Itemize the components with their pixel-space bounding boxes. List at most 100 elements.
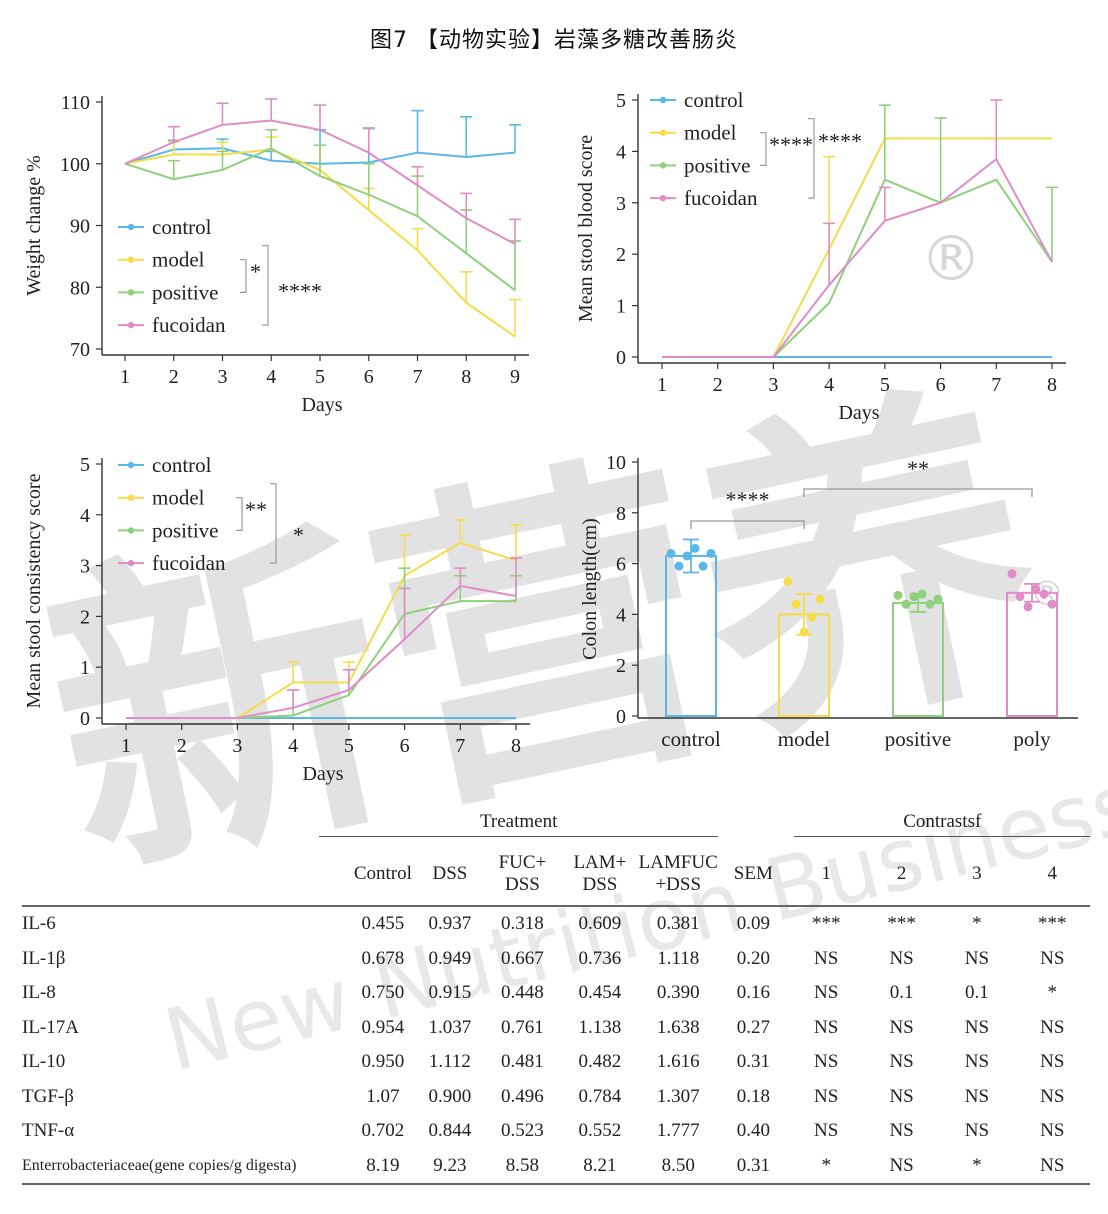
y-tick-label: 4: [616, 604, 626, 626]
legend-label-model: model: [152, 486, 205, 510]
table-cell: 1.07: [366, 1085, 400, 1107]
comparison-label: ****: [726, 487, 770, 512]
significance-bracket: [236, 497, 243, 532]
y-tick-label: 100: [60, 154, 90, 176]
significance-bracket: [808, 118, 815, 199]
table-cell: 9.23: [416, 1148, 484, 1185]
table-cell: 0.667: [501, 947, 544, 969]
data-point: [925, 599, 935, 609]
column-header: 3: [939, 843, 1015, 907]
row-label: IL-6: [22, 913, 56, 935]
table-cell: 1.037: [428, 1016, 472, 1038]
y-tick-label: 3: [616, 193, 626, 215]
column-header: LAMFUC +DSS: [638, 843, 719, 907]
legend-marker-fucoidan: [659, 194, 667, 202]
column-header: FUC+ DSS: [483, 843, 562, 907]
table-cell: 0.950: [361, 1051, 405, 1073]
table-cell: 0.09: [736, 913, 770, 935]
y-tick-label: 5: [80, 454, 90, 476]
x-tick-label: 9: [510, 366, 520, 388]
table-cell: NS: [1040, 947, 1065, 969]
x-tick-label: 6: [936, 374, 946, 396]
x-tick-label: 8: [461, 366, 471, 388]
y-tick-label: 2: [616, 244, 626, 266]
table-cell: *: [939, 1148, 1015, 1185]
legend-label-positive: positive: [152, 280, 219, 304]
comparison-bracket: [803, 488, 1033, 497]
y-axis-label: Weight change %: [23, 155, 45, 296]
legend-marker-positive: [659, 162, 667, 169]
x-tick-label: 4: [288, 735, 298, 757]
legend-label-model: model: [684, 121, 737, 145]
bar-positive: [892, 601, 944, 717]
row-label: TGF-β: [22, 1085, 74, 1107]
data-point: [706, 548, 716, 558]
contrasts-header: Contrastsf: [794, 811, 1090, 838]
legend-marker-fucoidan: [127, 321, 135, 329]
table-cell: NS: [863, 1148, 940, 1185]
y-tick-label: 70: [70, 339, 90, 361]
significance-label: *: [293, 522, 304, 547]
x-tick-label: 8: [511, 735, 521, 757]
legend-label-control: control: [152, 453, 212, 477]
data-point: [1007, 569, 1017, 579]
legend-label-fucoidan: fucoidan: [152, 313, 226, 337]
table-row: IL-17A 0.954 1.037 0.761 1.138 1.638 0.27 NS NS N…: [22, 1011, 1090, 1046]
x-tick-label: 7: [991, 374, 1001, 396]
table-cell: 0.784: [578, 1085, 622, 1107]
series-line-fucoidan: [662, 157, 1053, 358]
bar-control: [665, 554, 717, 717]
legend-label-positive: positive: [152, 518, 219, 542]
column-header: DSS: [416, 843, 484, 907]
y-tick-label: 0: [616, 706, 626, 728]
data-point: [1047, 599, 1057, 609]
significance-bracket: [240, 259, 247, 293]
table-cell: 1.777: [656, 1120, 700, 1142]
table-cell: 0.609: [578, 913, 622, 935]
table-cell: NS: [1040, 1016, 1065, 1038]
data-point: [1023, 602, 1033, 612]
table-cell: NS: [814, 1016, 839, 1038]
column-header: LAM+ DSS: [561, 843, 639, 907]
treatment-header: Treatment: [319, 811, 719, 838]
table-cell: NS: [889, 1016, 914, 1038]
table-cell: *: [788, 1148, 864, 1185]
table-cell: NS: [814, 1120, 839, 1142]
table-cell: 0.454: [578, 982, 622, 1004]
x-tick-label: 3: [218, 366, 228, 388]
page-title: 图7 【动物实验】岩藻多糖改善肠炎: [370, 28, 738, 53]
data-point: [791, 599, 801, 609]
legend-marker-model: [127, 256, 135, 263]
x-tick-label: 6: [364, 366, 374, 388]
significance-label: *: [250, 259, 261, 284]
column-header: SEM: [718, 843, 789, 907]
x-tick-label: 7: [413, 366, 423, 388]
x-tick-label: 4: [824, 374, 834, 396]
table-cell: ***: [811, 913, 841, 935]
table-row: IL-1β 0.678 0.949 0.667 0.736 1.118 0.20 NS NS NS…: [22, 942, 1090, 977]
table-cell: 0.381: [656, 913, 700, 935]
series-line-fucoidan: [126, 584, 517, 719]
data-point: [909, 592, 919, 602]
series-line-fucoidan: [124, 119, 516, 245]
legend-label-fucoidan: fucoidan: [684, 186, 758, 210]
table-cell: 1.118: [657, 947, 700, 969]
table-cell: 0.937: [428, 913, 472, 935]
table-cell: 0.16: [736, 982, 770, 1004]
table-cell: 0.390: [656, 982, 700, 1004]
table-cell: 0.31: [736, 1051, 770, 1073]
x-tick-label: 5: [344, 735, 354, 757]
x-tick-label: 2: [169, 366, 179, 388]
table-cell: NS: [964, 1051, 990, 1073]
table-cell: 0.552: [578, 1120, 622, 1142]
row-label: IL-17A: [22, 1016, 79, 1038]
table-cell: *: [1047, 982, 1057, 1004]
legend-marker-fucoidan: [127, 559, 135, 567]
table-row: TGF-β 1.07 0.900 0.496 0.784 1.307 0.18 NS NS NS N…: [22, 1080, 1090, 1115]
data-point: [1015, 592, 1025, 602]
y-tick-label: 80: [70, 277, 90, 299]
y-tick-label: 5: [616, 90, 626, 112]
table-cell: 0.954: [361, 1016, 405, 1038]
x-tick-label: 5: [315, 366, 325, 388]
